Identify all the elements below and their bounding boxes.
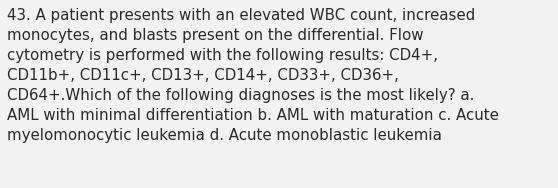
Text: 43. A patient presents with an elevated WBC count, increased
monocytes, and blas: 43. A patient presents with an elevated … bbox=[7, 8, 499, 143]
